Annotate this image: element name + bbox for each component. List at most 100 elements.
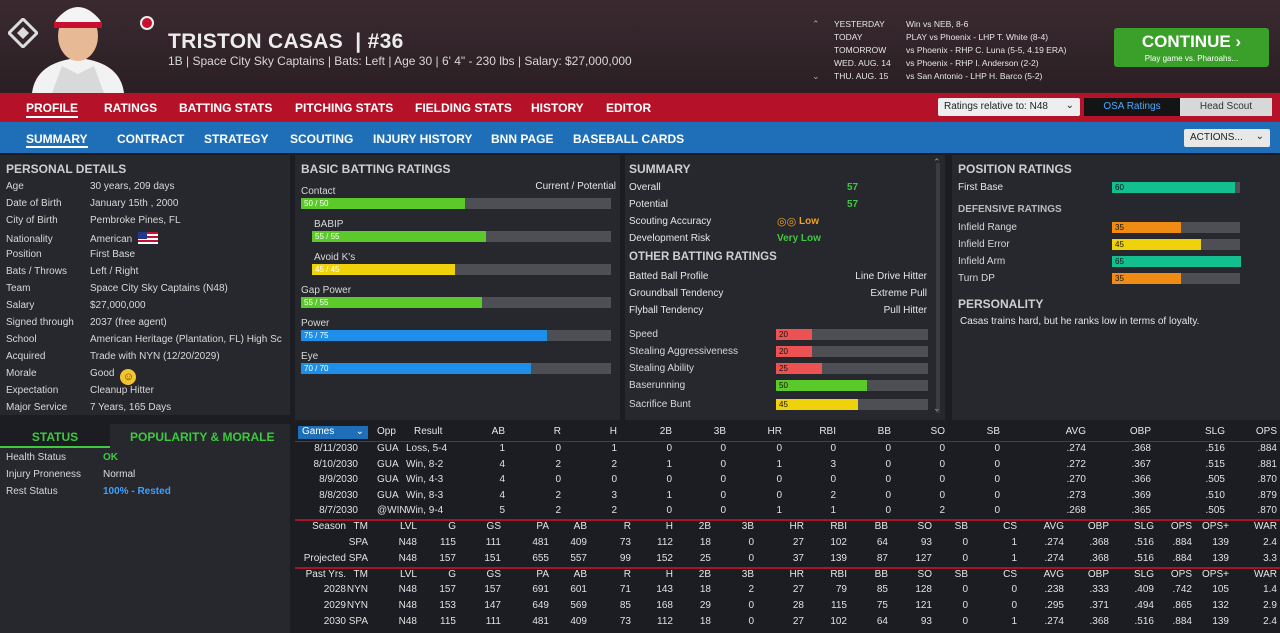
game-cell: @WIN (377, 505, 407, 517)
summary-title: SUMMARY (629, 162, 691, 176)
tab-profile[interactable]: PROFILE (26, 101, 79, 118)
popularity-morale-tab[interactable]: POPULARITY & MORALE (130, 430, 275, 444)
game-cell: 0 (885, 505, 891, 517)
personal-row-label: Position (6, 249, 42, 260)
game-cell: 0 (666, 474, 672, 486)
continue-button[interactable]: CONTINUE › Play game vs. Pharoahs... (1114, 28, 1269, 67)
summary-rating-value: 45 (779, 400, 788, 409)
summary-rating-label: Sacrifice Bunt (629, 399, 691, 410)
scroll-down-icon[interactable]: ⌄ (812, 71, 820, 81)
game-cell: Win, 4-3 (406, 474, 444, 486)
past-cell: 143 (656, 584, 673, 595)
summary-scrollbar[interactable] (936, 163, 940, 413)
tab-editor[interactable]: EDITOR (606, 101, 652, 115)
summary-rating-fill (776, 399, 859, 410)
scroll-down-icon[interactable]: ⌄ (933, 403, 941, 413)
personal-row-label: Expectation (6, 385, 59, 396)
season-cell: 37 (792, 552, 804, 564)
game-cell: .510 (1205, 489, 1225, 501)
personal-row-value: Space City Sky Captains (N48) (90, 283, 228, 294)
season-cell: 655 (532, 552, 549, 564)
tab-pitching-stats[interactable]: PITCHING STATS (295, 101, 394, 115)
game-cell: 8/9/2030 (319, 474, 358, 486)
subtab-summary[interactable]: SUMMARY (26, 132, 88, 148)
binoculars-icon: ◎◎ (777, 216, 797, 228)
past-header-cell: CS (1003, 569, 1017, 580)
tab-history[interactable]: HISTORY (531, 101, 584, 115)
personal-row-label: Major Service (6, 402, 68, 413)
defensive-rating-value: 35 (1115, 223, 1124, 232)
batting-rating-bar: 55 / 55 (312, 231, 611, 242)
status-tab[interactable]: STATUS (0, 424, 110, 448)
scroll-up-icon[interactable]: ⌃ (933, 157, 941, 167)
personal-row-label: City of Birth (6, 215, 58, 226)
personal-row-value: January 15th , 2000 (90, 198, 179, 209)
game-cell: 0 (939, 458, 945, 470)
season-header-cell: TM (353, 521, 368, 532)
actions-dropdown[interactable]: ACTIONS... ⌄ (1184, 129, 1270, 147)
game-cell: 0 (720, 443, 726, 454)
game-cell: 0 (720, 505, 726, 517)
tab-ratings[interactable]: RATINGS (104, 101, 158, 115)
game-cell: 0 (555, 474, 561, 486)
game-cell: 0 (830, 474, 836, 486)
tab-fielding-stats[interactable]: FIELDING STATS (415, 101, 512, 115)
past-cell: 105 (1212, 584, 1229, 595)
summary-panel: SUMMARY Overall 57 Potential 57 Scouting… (625, 155, 945, 420)
player-name: TRISTON CASAS | #36 (168, 30, 404, 53)
batting-rating-label: Eye (301, 351, 319, 362)
other-rating-label: Batted Ball Profile (629, 271, 709, 282)
defensive-rating-fill (1112, 222, 1182, 233)
basic-batting-title: BASIC BATTING RATINGS (301, 162, 451, 176)
schedule-row: WED. AUG. 14 vs Phoenix - RHP I. Anderson… (812, 57, 1066, 70)
game-cell: Win, 9-4 (406, 505, 444, 517)
ratings-relative-dropdown[interactable]: Ratings relative to: N48 ⌄ (938, 98, 1080, 116)
defensive-rating-bar: 35 (1112, 273, 1240, 284)
subtab-strategy[interactable]: STRATEGY (204, 132, 269, 146)
batting-rating-bar: 50 / 50 (301, 198, 611, 209)
past-cell: 93 (920, 615, 932, 627)
past-cell: 115 (440, 615, 456, 627)
osa-ratings-button[interactable]: OSA Ratings (1084, 98, 1180, 116)
past-cell: 569 (570, 599, 587, 611)
schedule-row: TOMORROW vs Phoenix - RHP C. Luna (5-5, 4… (812, 44, 1066, 57)
defensive-rating-fill (1112, 239, 1202, 250)
games-select[interactable]: Games ⌄ (298, 426, 368, 439)
game-cell: 0 (666, 505, 672, 517)
game-cell: .505 (1205, 505, 1225, 517)
season-cell: SPA (348, 552, 368, 564)
batting-rating-bar: 75 / 75 (301, 330, 611, 341)
game-cell: 0 (776, 474, 782, 486)
game-cell: .870 (1257, 505, 1277, 517)
subtab-injury-history[interactable]: INJURY HISTORY (373, 132, 473, 146)
game-cell: 4 (499, 474, 505, 486)
personal-row: Salary $27,000,000 (6, 300, 146, 311)
subtab-scouting[interactable]: SCOUTING (290, 132, 354, 146)
app-logo-icon[interactable] (8, 18, 38, 48)
subtab-bnn-page[interactable]: BNN PAGE (491, 132, 554, 146)
subtab-contract[interactable]: CONTRACT (117, 132, 185, 146)
tab-batting-stats[interactable]: BATTING STATS (179, 101, 273, 115)
spacer (812, 31, 834, 44)
batting-rating-label: Gap Power (301, 285, 352, 296)
summary-rating-value: 20 (779, 330, 788, 339)
batting-rating-label: Avoid K's (314, 252, 356, 263)
game-cell: 1 (499, 443, 505, 454)
head-scout-button[interactable]: Head Scout (1180, 98, 1272, 116)
subtab-baseball-cards[interactable]: BASEBALL CARDS (573, 132, 685, 146)
table-separator (295, 441, 1280, 442)
season-cell: .368 (1089, 552, 1109, 564)
past-header-cell: RBI (830, 569, 847, 580)
basic-batting-ratings-panel: BASIC BATTING RATINGS Current / Potentia… (295, 155, 620, 420)
game-cell: 0 (994, 489, 1000, 501)
summary-rating-value: 20 (779, 347, 788, 356)
past-cell: 28 (792, 599, 804, 611)
game-cell: 2 (555, 489, 561, 501)
scroll-up-icon[interactable]: ⌃ (812, 19, 820, 29)
summary-rating-bar: 20 (776, 329, 928, 340)
game-cell: 0 (885, 489, 891, 501)
summary-rating-fill (776, 346, 813, 357)
past-header-cell: LVL (399, 569, 417, 580)
chevron-down-icon: ⌄ (355, 426, 364, 437)
personal-row-value: Left / Right (90, 266, 139, 277)
